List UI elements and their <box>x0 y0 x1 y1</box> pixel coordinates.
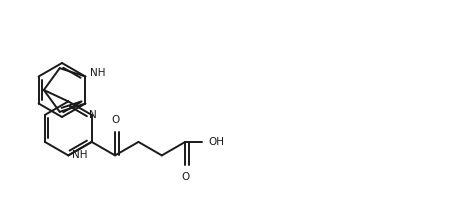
Text: NH: NH <box>90 68 106 78</box>
Text: O: O <box>181 172 189 182</box>
Text: O: O <box>111 116 119 125</box>
Text: NH: NH <box>72 150 87 160</box>
Text: OH: OH <box>208 137 224 147</box>
Text: N: N <box>89 111 97 121</box>
